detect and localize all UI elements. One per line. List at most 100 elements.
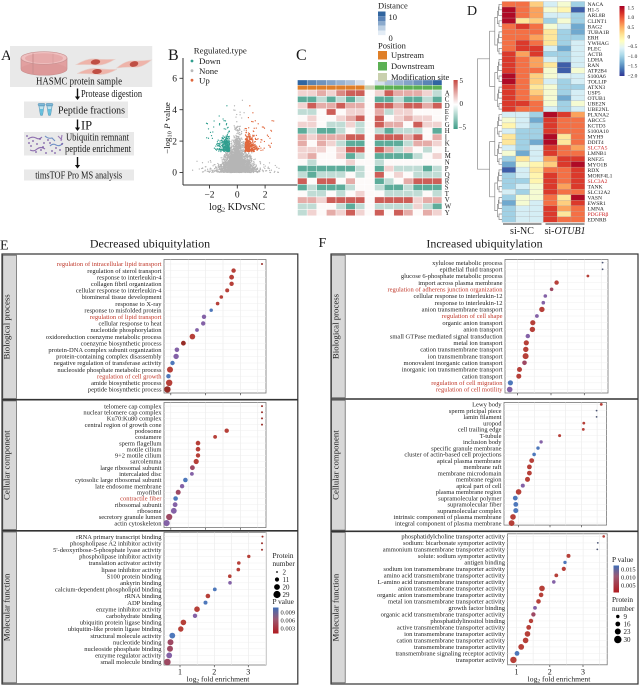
svg-text:active transmembrane transport: active transmembrane transporter activit… — [397, 625, 506, 632]
svg-text:0.006: 0.006 — [281, 618, 296, 625]
svg-text:peptide biosynthetic process: peptide biosynthetic process — [88, 387, 162, 394]
svg-text:cation transmembrane transport: cation transmembrane transporter activit… — [397, 638, 506, 645]
svg-text:1.5: 1.5 — [628, 5, 635, 11]
svg-text:membrane region: membrane region — [456, 477, 502, 484]
svg-text:6: 6 — [172, 75, 177, 85]
svg-text:E: E — [445, 109, 449, 116]
svg-text:sarcolemma: sarcolemma — [130, 459, 162, 466]
svg-text:large ribosomal subunit: large ribosomal subunit — [100, 465, 161, 472]
svg-text:growth factor binding: growth factor binding — [448, 605, 505, 612]
svg-text:L: L — [445, 147, 449, 154]
svg-text:20: 20 — [283, 584, 291, 592]
svg-text:carbohydrate binding: carbohydrate binding — [106, 613, 162, 620]
svg-text:5: 5 — [460, 77, 464, 85]
svg-text:regulation of cell growth: regulation of cell growth — [97, 373, 162, 380]
svg-text:anion transmembrane transporte: anion transmembrane transporter activity — [398, 586, 506, 593]
svg-text:M: M — [445, 153, 451, 160]
svg-text:phosphatidylinositol binding: phosphatidylinositol binding — [430, 618, 505, 625]
svg-text:None: None — [199, 66, 218, 76]
svg-text:Up: Up — [199, 75, 210, 85]
svg-text:−1.0: −1.0 — [628, 54, 638, 60]
svg-text:translation activator activity: translation activator activity — [89, 560, 163, 567]
svg-text:A: A — [445, 90, 450, 97]
svg-text:log2 KDvsNC: log2 KDvsNC — [209, 202, 265, 214]
svg-text:ribosome: ribosome — [137, 508, 161, 515]
svg-text:ankyrin binding: ankyrin binding — [120, 580, 162, 587]
svg-text:cell trailing edge: cell trailing edge — [458, 427, 502, 434]
svg-text:ion transmembrane transport: ion transmembrane transport — [428, 353, 503, 360]
svg-text:amide biosynthetic process: amide biosynthetic process — [91, 380, 162, 387]
svg-text:sodium ion transmembrane trans: sodium ion transmembrane transporter act… — [383, 566, 505, 573]
svg-text:I: I — [445, 134, 448, 141]
svg-text:−1.5: −1.5 — [628, 64, 638, 70]
svg-text:−2: −2 — [204, 191, 214, 201]
svg-text:30: 30 — [624, 636, 632, 644]
svg-text:supramolecular polymer: supramolecular polymer — [438, 495, 502, 502]
svg-text:response to interleukin-4: response to interleukin-4 — [97, 274, 162, 281]
svg-text:EDNRB: EDNRB — [588, 218, 607, 224]
svg-text:Ku70:Ku80 complex: Ku70:Ku80 complex — [107, 416, 162, 423]
svg-text:organic anion transmembrane tr: organic anion transmembrane transporter … — [377, 592, 506, 599]
svg-text:VASN: VASN — [588, 195, 603, 201]
svg-text:transmembrane signaling recept: transmembrane signaling receptor activit… — [395, 651, 505, 658]
svg-text:RDX: RDX — [588, 168, 600, 174]
svg-text:motile cilium: motile cilium — [127, 446, 162, 453]
svg-text:D: D — [445, 103, 450, 110]
svg-text:0.003: 0.003 — [281, 626, 296, 633]
svg-text:ribosomal subunit: ribosomal subunit — [115, 502, 162, 509]
svg-text:response to X-ray: response to X-ray — [115, 301, 162, 308]
svg-text:inclusion body: inclusion body — [463, 439, 502, 446]
svg-text:D: D — [467, 4, 477, 19]
svg-text:Upstream: Upstream — [391, 50, 424, 60]
svg-text:oxidoreduction coenzyme metabo: oxidoreduction coenzyme metabolic proces… — [46, 334, 162, 341]
svg-text:plasma membrane region: plasma membrane region — [436, 489, 502, 496]
svg-text:Downstream: Downstream — [391, 61, 435, 71]
svg-text:central region of growth cone: central region of growth cone — [85, 422, 162, 429]
svg-text:F: F — [319, 236, 327, 251]
svg-text:Down: Down — [199, 56, 221, 66]
svg-text:regulation of sterol transport: regulation of sterol transport — [87, 268, 161, 275]
svg-text:L-amino acid transmembrane tra: L-amino acid transmembrane transporter a… — [378, 579, 506, 586]
svg-text:1: 1 — [178, 668, 182, 677]
svg-text:antigen binding: antigen binding — [464, 560, 505, 567]
svg-text:0.010: 0.010 — [621, 575, 636, 582]
svg-text:collagen fibril organization: collagen fibril organization — [91, 281, 162, 288]
svg-text:negative regulation of transfe: negative regulation of transferase activ… — [54, 360, 163, 367]
svg-text:small GTPase mediated signal t: small GTPase mediated signal transductio… — [390, 333, 503, 340]
svg-text:regulation of cell shape: regulation of cell shape — [442, 313, 503, 320]
svg-text:cation transport: cation transport — [462, 373, 503, 380]
svg-text:LMNB1: LMNB1 — [588, 151, 607, 157]
svg-text:SLC12A2: SLC12A2 — [588, 190, 611, 196]
svg-text:lamin filament: lamin filament — [463, 414, 501, 421]
svg-text:metal ion transmembrane transp: metal ion transmembrane transporter acti… — [388, 599, 506, 606]
svg-text:C: C — [445, 97, 450, 104]
svg-text:UBE2N: UBE2N — [588, 102, 606, 108]
svg-text:Distance: Distance — [378, 1, 408, 11]
svg-text:2: 2 — [548, 667, 552, 676]
svg-text:monovalent inorganic cation tr: monovalent inorganic cation transport — [404, 360, 503, 367]
svg-text:coenzyme biosynthetic process: coenzyme biosynthetic process — [81, 340, 162, 347]
svg-text:9: 9 — [624, 613, 628, 621]
svg-text:Ubiquitin remnant: Ubiquitin remnant — [66, 133, 129, 144]
svg-text:2: 2 — [212, 668, 216, 677]
svg-text:0.009: 0.009 — [281, 610, 296, 617]
svg-text:Cellular component: Cellular component — [330, 430, 340, 500]
svg-text:solute: sodium symporter activ: solute: sodium symporter activity — [418, 553, 506, 560]
svg-text:Lewy body: Lewy body — [472, 402, 502, 409]
svg-text:0.5: 0.5 — [628, 25, 635, 31]
svg-text:number: number — [612, 604, 635, 613]
svg-text:SLC7A5: SLC7A5 — [588, 146, 608, 152]
svg-text:xylulose metabolic process: xylulose metabolic process — [432, 260, 503, 267]
svg-text:A: A — [1, 48, 12, 64]
svg-text:S: S — [445, 185, 449, 192]
svg-text:si-OTUB1: si-OTUB1 — [544, 226, 585, 237]
svg-text:sperm pricipal piece: sperm pricipal piece — [449, 408, 502, 415]
svg-text:ACTB: ACTB — [588, 52, 603, 58]
svg-text:−log10 P value: −log10 P value — [162, 102, 174, 154]
svg-text:ubiquitin-like protein ligase: ubiquitin-like protein ligase binding — [68, 626, 162, 633]
svg-text:apical part of cell: apical part of cell — [456, 483, 501, 490]
svg-text:cellular response to interleuk: cellular response to interleukin-12 — [414, 293, 503, 300]
svg-text:ADP binding: ADP binding — [127, 600, 162, 607]
svg-text:RNF25: RNF25 — [588, 157, 605, 163]
svg-text:RAN: RAN — [588, 63, 600, 69]
